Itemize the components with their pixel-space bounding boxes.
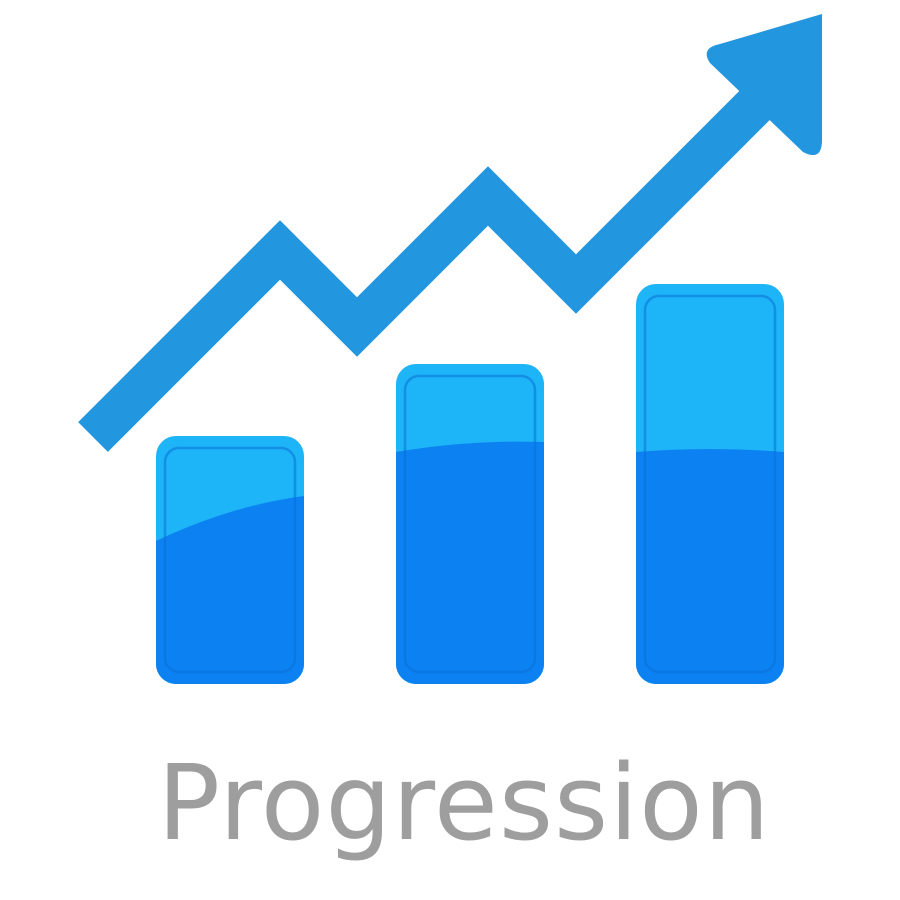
- trend-line: [78, 73, 787, 452]
- bar-3: [636, 284, 784, 684]
- bar-1: [156, 436, 304, 684]
- arrowhead-icon: [706, 14, 822, 156]
- bar-2: [396, 364, 544, 684]
- bar-group: [156, 284, 784, 684]
- trend-arrow-icon: [78, 14, 822, 452]
